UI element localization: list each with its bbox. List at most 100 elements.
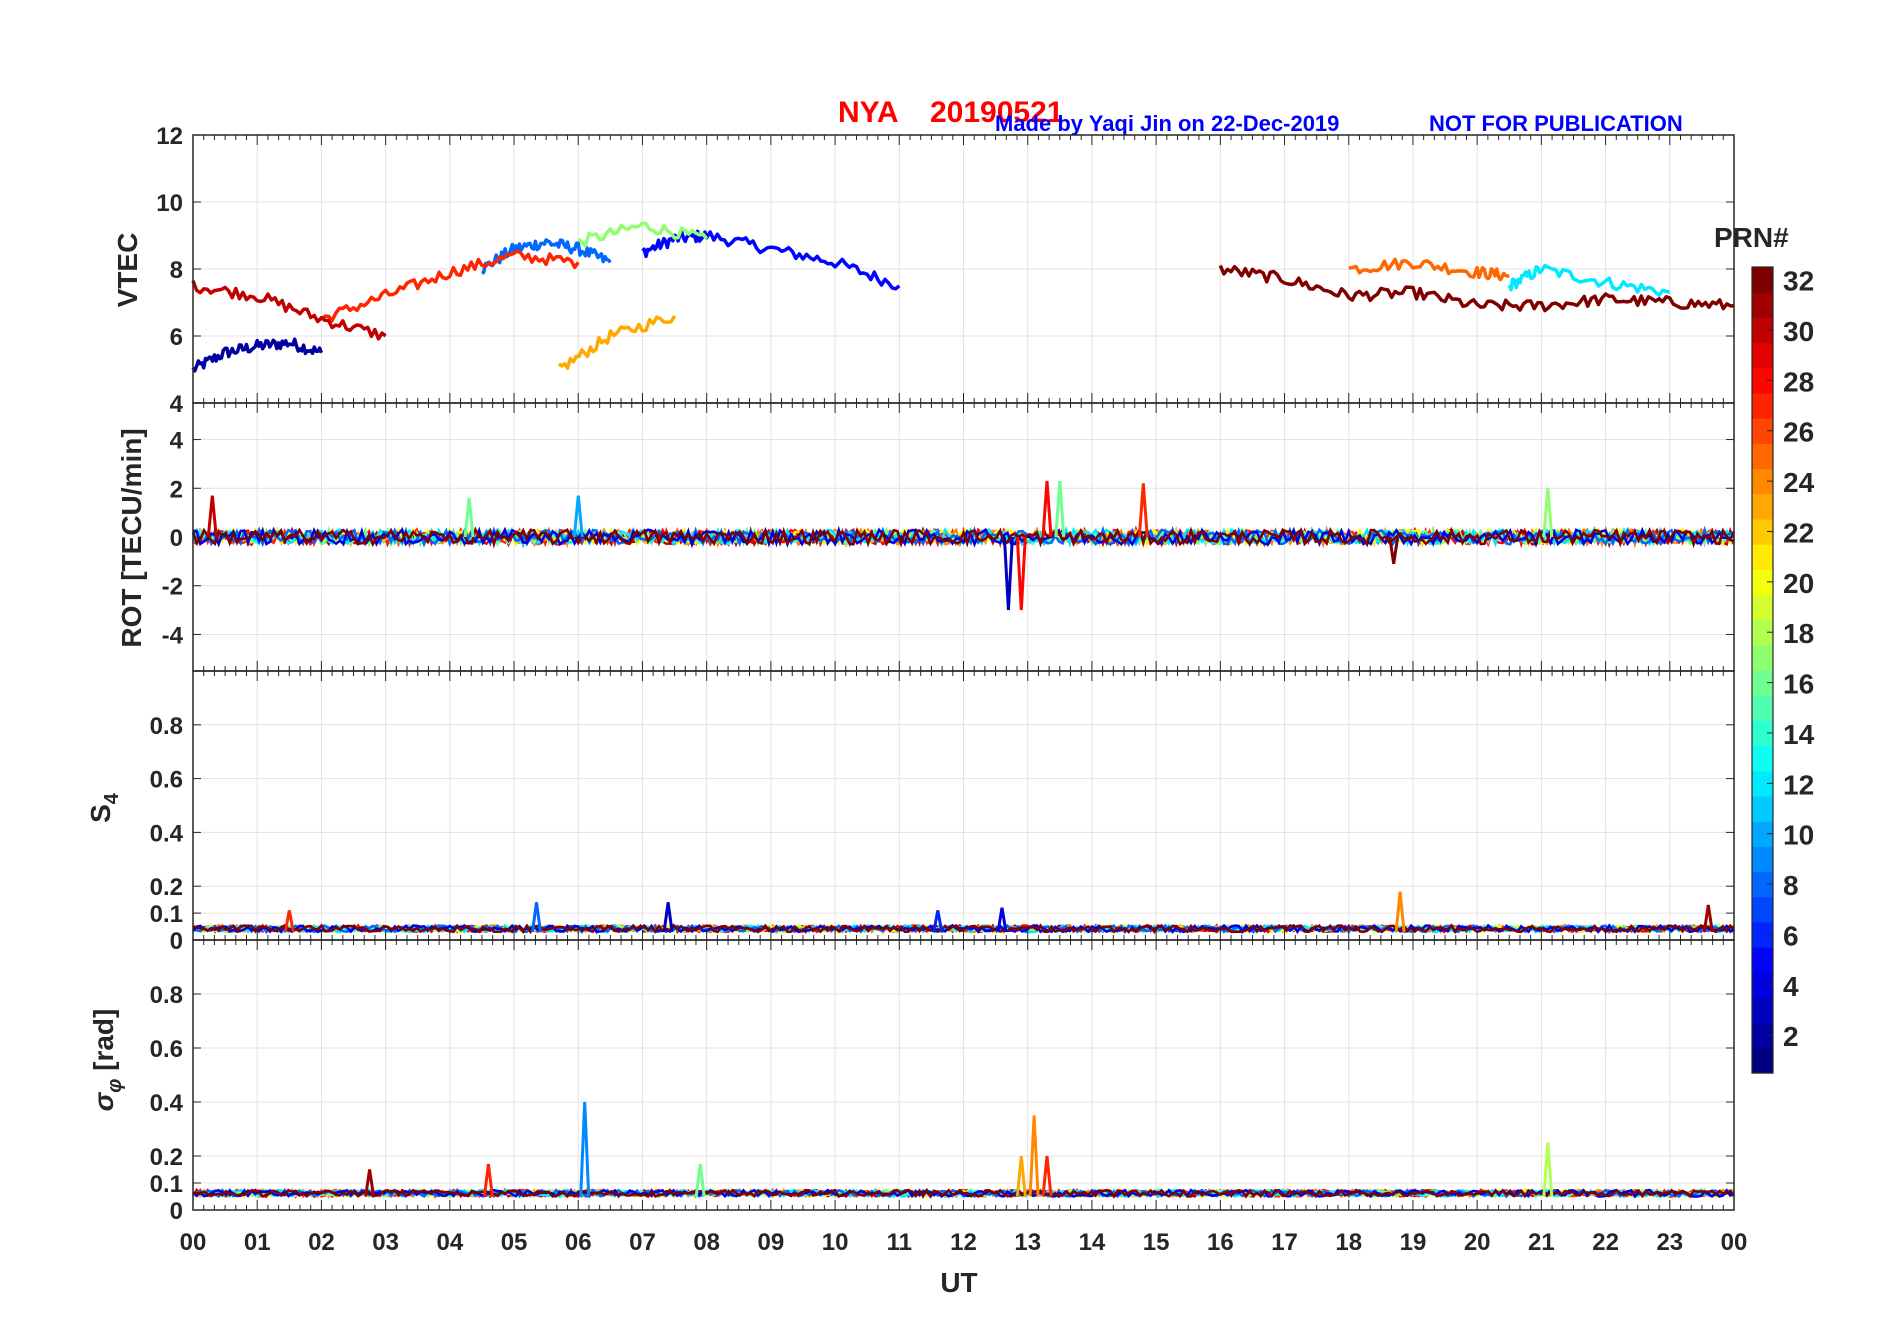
y-tick-label: 0	[170, 1198, 183, 1225]
colorbar-tick-label: 22	[1783, 517, 1814, 548]
colorbar-tick-label: 28	[1783, 366, 1814, 397]
sigma-phi-ylabel: σφ [rad]	[88, 1009, 126, 1112]
x-tick-label: 12	[950, 1229, 977, 1256]
data-lines	[191, 480, 1736, 611]
panels-layer: 4681012-4-202400.10.20.40.60.800.10.20.4…	[150, 123, 1736, 1225]
y-tick-label: 0	[170, 525, 183, 552]
y-tick-label: 0.2	[150, 874, 183, 901]
x-tick-label: 04	[436, 1229, 463, 1256]
y-tick-label: 2	[170, 476, 183, 503]
colorbar-band	[1752, 644, 1773, 671]
spike-mark	[1002, 536, 1014, 611]
colorbar-tick-label: 26	[1783, 417, 1814, 448]
y-tick-label: 0.4	[150, 820, 184, 847]
colorbar-band	[1752, 770, 1773, 797]
colorbar-band	[1752, 468, 1773, 495]
x-tick-label: 17	[1271, 1229, 1298, 1256]
spike-mark	[364, 1169, 376, 1197]
spike-mark	[283, 910, 295, 933]
colorbar-band	[1752, 720, 1773, 747]
sigma-phi-panel: 00.10.2 0.4 0.6 0.8	[150, 939, 1735, 1225]
x-tick-label: 15	[1143, 1229, 1170, 1256]
noise-series-4	[192, 525, 1735, 549]
colorbar-band	[1752, 518, 1773, 545]
x-tick-label: 13	[1014, 1229, 1041, 1256]
colorbar-band	[1752, 493, 1773, 520]
vtec-series-2	[191, 337, 324, 373]
spike-mark	[1702, 904, 1714, 933]
data-lines	[191, 1101, 1735, 1199]
colorbar-band	[1752, 367, 1773, 394]
x-tick-label: 08	[693, 1229, 720, 1256]
date-label: 20190521	[930, 96, 1063, 129]
colorbar-band	[1752, 569, 1773, 596]
vtec-series-17	[577, 221, 709, 248]
vtec-series-23	[557, 314, 677, 370]
x-tick-label: 23	[1656, 1229, 1683, 1256]
vtec-series-12	[1507, 263, 1671, 298]
spike-mark	[1041, 480, 1053, 538]
x-ticks	[192, 940, 1735, 1210]
spike-mark	[1015, 1155, 1027, 1197]
y-tick-label: 0.2	[150, 1144, 183, 1171]
rot-ylabel: ROT [TECU/min]	[116, 428, 147, 647]
x-tick-label: 20	[1464, 1229, 1491, 1256]
spike-mark	[1388, 536, 1400, 565]
y-tick-label: 0.8	[150, 982, 183, 1009]
colorbar-tick-label: 18	[1783, 618, 1814, 649]
spike-mark	[662, 902, 674, 933]
y-tick-label: -2	[162, 574, 183, 601]
colorbar-tick-label: 32	[1783, 266, 1814, 297]
rot-panel: -4 -2 0 2 4	[162, 402, 1736, 672]
x-tick-label: 22	[1592, 1229, 1619, 1256]
colorbar-frame	[1751, 266, 1774, 1074]
noise-series-32	[192, 1187, 1735, 1199]
colorbar-band	[1752, 997, 1773, 1024]
y-tick-label: 0.1	[150, 901, 183, 928]
s4-panel: 00.10.2 0.4 0.6 0.8	[150, 670, 1736, 955]
colorbar-band	[1752, 871, 1773, 898]
y-tick-label: 0.8	[150, 713, 183, 740]
colorbar-band	[1752, 619, 1773, 646]
x-tick-label: 06	[565, 1229, 592, 1256]
x-tick-label: 14	[1079, 1229, 1106, 1256]
colorbar-tick-label: 16	[1783, 669, 1814, 700]
colorbar-tick-label: 14	[1783, 719, 1815, 750]
colorbar-band	[1752, 443, 1773, 470]
colorbar-band	[1752, 594, 1773, 621]
y-tick-label: 10	[156, 190, 183, 217]
y-tick-label: 4	[170, 428, 184, 455]
colorbar-tick-label: 10	[1783, 820, 1814, 851]
spike-mark	[572, 495, 584, 538]
spike-mark	[1015, 536, 1027, 611]
y-tick-label: 12	[156, 123, 183, 150]
spike-mark	[1054, 480, 1066, 538]
x-tick-label: 07	[629, 1229, 656, 1256]
x-tick-label: 00	[180, 1229, 207, 1256]
colorbar-tick-label: 4	[1783, 971, 1799, 1002]
colorbar-band	[1752, 342, 1773, 369]
colorbar-tick-label: 30	[1783, 316, 1814, 347]
x-tick-label: 09	[758, 1229, 785, 1256]
x-tick-label: 01	[244, 1229, 271, 1256]
colorbar-band	[1752, 544, 1773, 570]
vtec-series-25	[1348, 257, 1510, 282]
colorbar-band	[1752, 896, 1773, 923]
x-tick-label: 19	[1400, 1229, 1427, 1256]
vtec-ylabel: VTEC	[112, 233, 143, 308]
colorbar-band	[1752, 745, 1773, 772]
spike-mark	[1028, 1115, 1040, 1197]
colorbar-band	[1752, 921, 1773, 948]
colorbar-band	[1752, 1047, 1773, 1074]
x-ticks	[192, 135, 1735, 403]
credit-label: Made by Yaqi Jin on 22-Dec-2019	[995, 111, 1339, 136]
spike-mark	[694, 1163, 706, 1197]
spike-mark	[579, 1101, 591, 1197]
x-tick-label: 18	[1335, 1229, 1362, 1256]
colorbar-tick-label: 6	[1783, 920, 1799, 951]
spike-mark	[996, 907, 1008, 933]
spike-mark	[1542, 488, 1554, 538]
vtec-series-32	[1218, 264, 1734, 313]
spike-mark	[932, 910, 944, 933]
